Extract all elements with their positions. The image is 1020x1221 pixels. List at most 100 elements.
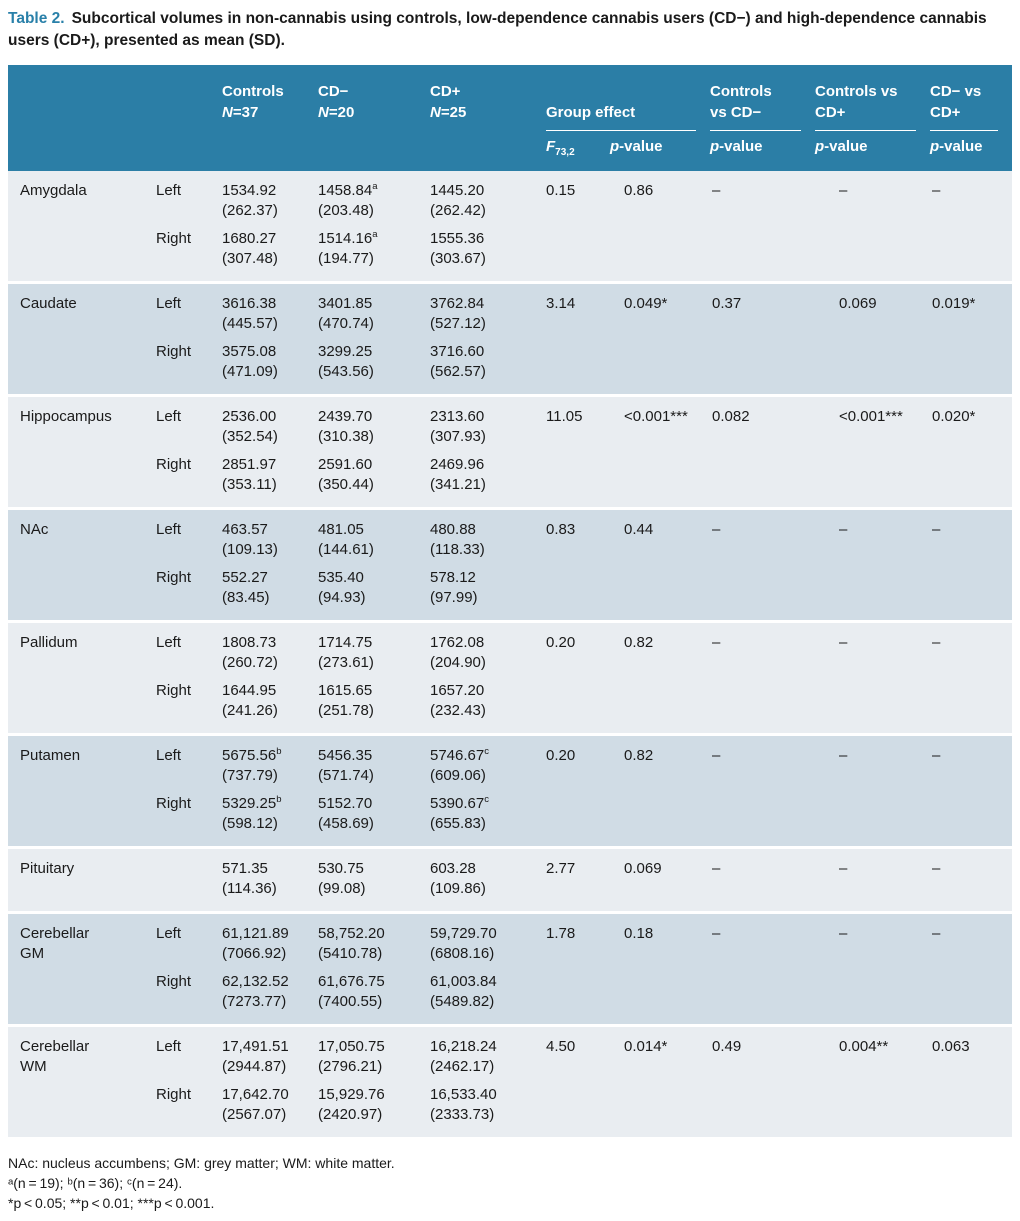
p-controls-vs-cd-plus: – (839, 182, 848, 199)
cd-minus-cell: 1714.75 (273.61) (318, 634, 374, 671)
p-cd-minus-vs-cd-plus: – (932, 182, 941, 199)
p-controls-vs-cd-minus: 0.49 (712, 1038, 742, 1055)
cd-minus-cell: 3401.85 (470.74) (318, 295, 374, 332)
cd-plus-cell: 2469.96 (341.21) (430, 456, 486, 493)
controls-cell: 61,121.89 (7066.92) (222, 925, 289, 962)
side-label: Right (156, 795, 192, 812)
controls-cell: 5675.56b (737.79) (222, 746, 282, 784)
p-cd-minus-vs-cd-plus: – (932, 925, 941, 942)
cd-minus-cell: 5152.70 (458.69) (318, 795, 374, 832)
controls-cell: 1644.95 (241.26) (222, 682, 278, 719)
cd-plus-cell: 5746.67c (609.06) (430, 746, 489, 784)
controls-cell: 2851.97 (353.11) (222, 456, 277, 493)
p-group: 0.86 (624, 182, 654, 199)
f-stat: 0.15 (546, 182, 576, 199)
side-label: Left (156, 925, 182, 942)
side-label: Left (156, 634, 182, 651)
region-label: Pituitary (20, 860, 75, 877)
p-controls-vs-cd-minus: – (712, 634, 721, 651)
table-header: Controls N=37 CD− N=20 CD+ N=25 Group ef… (8, 65, 1012, 171)
controls-cell: 5329.25b (598.12) (222, 794, 282, 832)
side-label: Left (156, 182, 182, 199)
controls-cell: 17,491.51 (2944.87) (222, 1038, 289, 1075)
controls-cell: 463.57 (109.13) (222, 521, 278, 558)
side-label: Left (156, 295, 182, 312)
table-row-putamen: Putamen Left 5675.56b (737.79) 5456.35 (… (8, 736, 1012, 846)
f-stat: 0.20 (546, 634, 576, 651)
p-group: 0.82 (624, 747, 654, 764)
cd-minus-cell: 2591.60 (350.44) (318, 456, 374, 493)
table-row-cerebellar-wm: Cerebellar WM Left 17,491.51 (2944.87) 17… (8, 1027, 1012, 1137)
side-label: Right (156, 682, 192, 699)
col-header-cd-minus-vs-cd-plus: CD− vs CD+ p-value (930, 79, 1012, 171)
p-controls-vs-cd-minus: – (712, 182, 721, 199)
cd-minus-cell: 58,752.20 (5410.78) (318, 925, 385, 962)
p-controls-vs-cd-minus: – (712, 747, 721, 764)
p-cd-minus-vs-cd-plus: 0.020* (932, 408, 976, 425)
region-label: Amygdala (20, 182, 87, 199)
side-label: Right (156, 973, 192, 990)
footnotes: NAc: nucleus accumbens; GM: grey matter;… (8, 1153, 1012, 1213)
cd-minus-cell: 481.05 (144.61) (318, 521, 374, 558)
cd-plus-cell: 578.12 (97.99) (430, 569, 478, 606)
p-controls-vs-cd-plus: – (839, 521, 848, 538)
f-stat: 0.20 (546, 747, 576, 764)
region-label: Pallidum (20, 634, 78, 651)
p-group: <0.001*** (624, 408, 688, 425)
f-stat: 1.78 (546, 925, 576, 942)
p-controls-vs-cd-plus: 0.069 (839, 295, 877, 312)
cd-plus-cell: 603.28 (109.86) (430, 860, 486, 897)
cd-plus-cell: 480.88 (118.33) (430, 521, 485, 558)
controls-cell: 1808.73 (260.72) (222, 634, 278, 671)
p-group: 0.44 (624, 521, 654, 538)
table-row-cerebellar-gm: Cerebellar GM Left 61,121.89 (7066.92) 58… (8, 914, 1012, 1024)
table-caption: Table 2. Subcortical volumes in non-canna… (8, 8, 1008, 52)
controls-cell: 62,132.52 (7273.77) (222, 973, 289, 1010)
table-row-pituitary: Pituitary 571.35 (114.36) 530.75 (99.08)… (8, 849, 1012, 911)
region-label: Cerebellar GM (20, 925, 90, 962)
side-label: Right (156, 1086, 192, 1103)
col-header-cd-plus: CD+ N=25 (430, 83, 467, 121)
region-label: Caudate (20, 295, 77, 312)
header-rule (930, 130, 998, 131)
controls-cell: 3616.38 (445.57) (222, 295, 278, 332)
p-controls-vs-cd-minus: – (712, 925, 721, 942)
p-cd-minus-vs-cd-plus: – (932, 860, 941, 877)
region-label: Putamen (20, 747, 81, 764)
cd-minus-cell: 61,676.75 (7400.55) (318, 973, 385, 1010)
p-controls-vs-cd-plus: – (839, 634, 848, 651)
table: Controls N=37 CD− N=20 CD+ N=25 Group ef… (8, 65, 1012, 1137)
f-stat: 3.14 (546, 295, 576, 312)
table-number: Table 2. (8, 10, 65, 27)
p-controls-vs-cd-minus: 0.37 (712, 295, 742, 312)
cd-plus-cell: 16,533.40 (2333.73) (430, 1086, 497, 1123)
p-controls-vs-cd-minus: – (712, 860, 721, 877)
col-header-group-effect: Group effect F73,2 p-value (546, 79, 710, 171)
cd-plus-cell: 59,729.70 (6808.16) (430, 925, 497, 962)
col-header-controls-vs-cd-minus: Controls vs CD− p-value (710, 79, 815, 171)
region-label: Hippocampus (20, 408, 112, 425)
cd-plus-cell: 61,003.84 (5489.82) (430, 973, 497, 1010)
region-label: NAc (20, 521, 49, 538)
table-row-pallidum: Pallidum Left 1808.73 (260.72) 1714.75 (… (8, 623, 1012, 733)
p-controls-vs-cd-plus: – (839, 925, 848, 942)
p-group: 0.049* (624, 295, 668, 312)
side-label: Right (156, 343, 192, 360)
cd-minus-cell: 2439.70 (310.38) (318, 408, 374, 445)
cd-plus-cell: 1762.08 (204.90) (430, 634, 486, 671)
cd-plus-cell: 3762.84 (527.12) (430, 295, 486, 332)
p-cd-minus-vs-cd-plus: 0.019* (932, 295, 976, 312)
cd-plus-cell: 3716.60 (562.57) (430, 343, 486, 380)
controls-cell: 17,642.70 (2567.07) (222, 1086, 289, 1123)
f-stat: 0.83 (546, 521, 576, 538)
f-stat: 4.50 (546, 1038, 576, 1055)
p-cd-minus-vs-cd-plus: – (932, 747, 941, 764)
cd-plus-cell: 1657.20 (232.43) (430, 682, 486, 719)
table-row-hippocampus: Hippocampus Left 2536.00 (352.54) 2439.7… (8, 397, 1012, 507)
p-value-header: p-value (930, 138, 983, 155)
header-rule (710, 130, 801, 131)
side-label: Right (156, 230, 192, 247)
controls-cell: 2536.00 (352.54) (222, 408, 278, 445)
p-value-header: p-value (610, 138, 663, 155)
controls-cell: 552.27 (83.45) (222, 569, 270, 606)
